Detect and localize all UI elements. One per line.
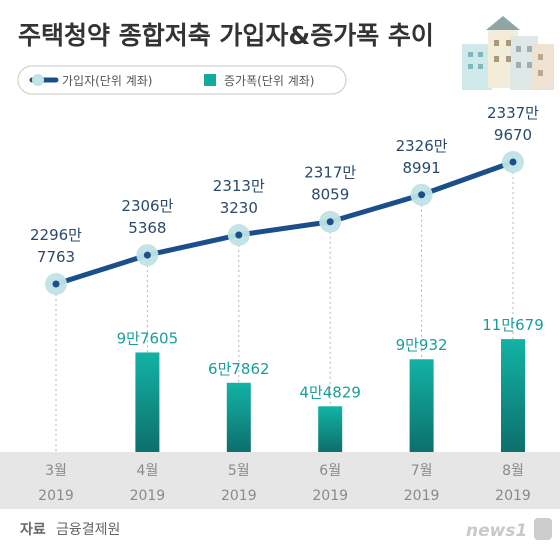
line-value-label-top: 2326만 — [396, 137, 448, 155]
x-tick-year: 2019 — [495, 488, 531, 504]
x-tick-year: 2019 — [38, 488, 74, 504]
bar-value-label: 6만7862 — [208, 360, 270, 378]
buildings-icon — [462, 16, 554, 90]
legend-bar-label: 증가폭(단위 계좌) — [224, 74, 314, 88]
line-value-label-top: 2296만 — [30, 226, 82, 244]
x-tick-month: 6월 — [319, 463, 341, 479]
legend: 가입자(단위 계좌) 증가폭(단위 계좌) — [17, 65, 347, 95]
news1-logo: news1 — [466, 518, 552, 541]
line-point — [418, 191, 426, 199]
x-tick-month: 8월 — [502, 463, 524, 479]
bar-value-label: 4만4829 — [299, 383, 361, 401]
x-tick-year: 2019 — [404, 488, 440, 504]
bar-5월 — [226, 382, 251, 452]
line-point — [52, 280, 60, 288]
bar-value-label: 11만679 — [482, 316, 544, 334]
line-point — [235, 231, 243, 239]
bar-6월 — [318, 406, 343, 452]
x-tick-month: 4월 — [137, 463, 159, 479]
x-tick-month: 3월 — [45, 463, 67, 479]
line-value-label-bottom: 9670 — [494, 126, 532, 144]
bar-4월 — [135, 352, 160, 452]
legend-line-marker — [32, 74, 44, 86]
line-value-label-bottom: 7763 — [37, 248, 75, 266]
line-point — [326, 218, 334, 226]
line-value-label-bottom: 3230 — [220, 199, 258, 217]
line-point — [509, 158, 517, 166]
source-label: 자료 — [20, 522, 46, 538]
x-tick-year: 2019 — [221, 488, 257, 504]
line-value-label-bottom: 8991 — [403, 159, 441, 177]
source-name: 금융결제원 — [56, 522, 120, 538]
bar-8월 — [501, 339, 525, 452]
bar-7월 — [409, 359, 434, 452]
line-value-label-top: 2306만 — [121, 197, 173, 215]
line-value-label-bottom: 5368 — [128, 219, 166, 237]
bar-value-label: 9만7605 — [117, 329, 179, 347]
x-axis-band — [0, 452, 560, 509]
line-series — [53, 159, 516, 287]
bar-value-label: 9만932 — [396, 336, 448, 354]
legend-line-label: 가입자(단위 계좌) — [62, 74, 152, 88]
line-value-label-top: 2313만 — [213, 177, 265, 195]
x-tick-month: 7월 — [411, 463, 433, 479]
line-value-label-top: 2337만 — [487, 104, 539, 122]
chart-title: 주택청약 종합저축 가입자&증가폭 추이 — [18, 21, 434, 50]
x-tick-year: 2019 — [312, 488, 348, 504]
legend-box — [17, 65, 347, 95]
x-tick-year: 2019 — [130, 488, 166, 504]
line-point — [143, 251, 151, 259]
logo-text: news1 — [466, 521, 527, 541]
line-value-label-bottom: 8059 — [311, 186, 349, 204]
legend-bar-swatch — [204, 74, 216, 86]
line-value-label-top: 2317만 — [304, 164, 356, 182]
logo-mark — [534, 518, 552, 540]
x-tick-month: 5월 — [228, 463, 250, 479]
